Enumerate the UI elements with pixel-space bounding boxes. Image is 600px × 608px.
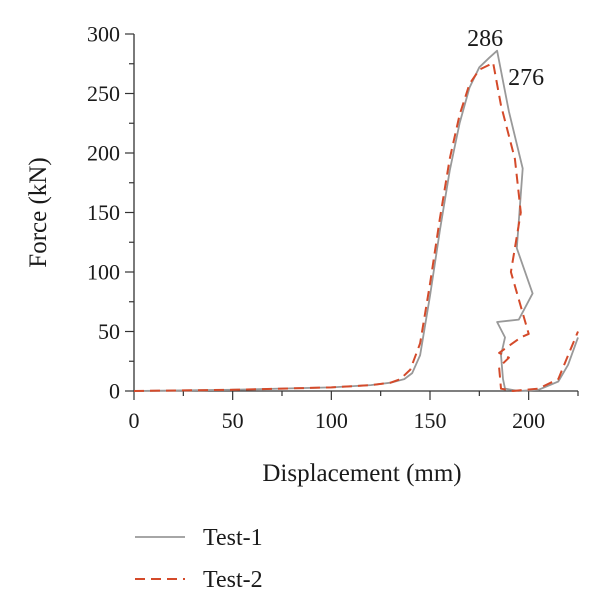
series-layer (133, 49, 579, 392)
peak-annotation: 286 (467, 26, 503, 52)
series-line-test-2 (133, 61, 579, 392)
legend: Test-1 Test-2 (135, 525, 263, 593)
y-tick-label: 250 (87, 81, 120, 106)
series-line-test-1 (133, 49, 579, 392)
y-tick-label: 300 (87, 22, 120, 47)
y-tick-label: 0 (109, 379, 120, 404)
y-axis-label: Force (kN) (25, 157, 52, 267)
y-ticks: 0 50 100 150 200 250 300 (87, 22, 134, 404)
y-tick-label: 50 (98, 319, 120, 344)
y-tick-label: 150 (87, 200, 120, 225)
legend-label-test-1: Test-1 (203, 525, 263, 551)
peak-annotation: 276 (508, 65, 544, 91)
x-tick-label: 100 (315, 408, 348, 433)
legend-label-test-2: Test-2 (203, 567, 263, 593)
y-tick-label: 100 (87, 260, 120, 285)
x-tick-label: 50 (222, 408, 244, 433)
x-tick-label: 150 (414, 408, 447, 433)
y-tick-label: 200 (87, 141, 120, 166)
x-ticks: 0 50 100 150 200 (129, 391, 579, 433)
x-tick-label: 0 (129, 408, 140, 433)
x-axis-label: Displacement (mm) (262, 460, 461, 487)
x-tick-label: 200 (512, 408, 545, 433)
